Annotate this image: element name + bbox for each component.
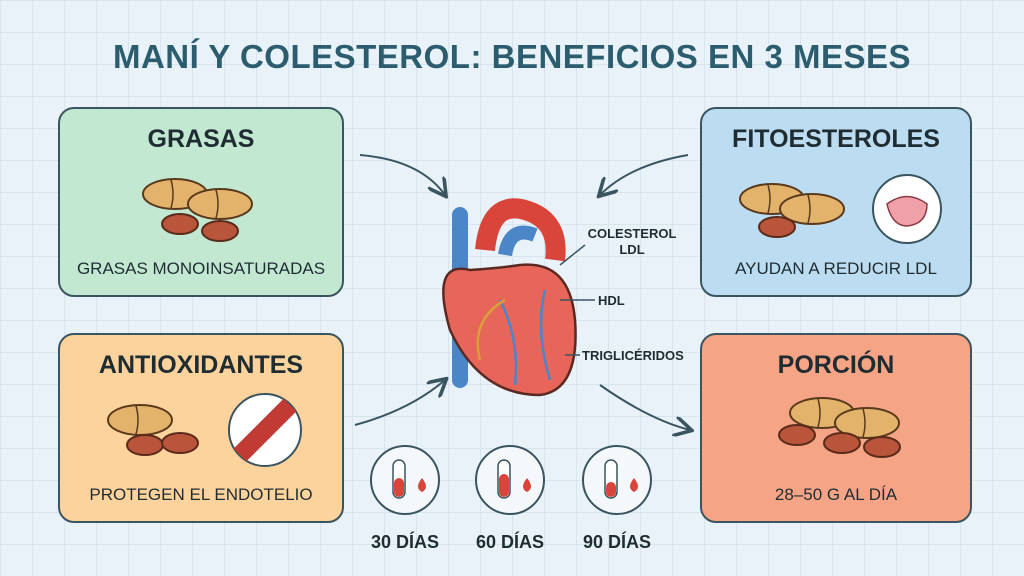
arrow <box>354 380 445 426</box>
arrow <box>359 154 445 195</box>
heart-label-line: LDL <box>619 242 645 257</box>
peanut-gut-illustration <box>739 174 942 244</box>
card: PORCIÓN 28–50 G AL DÍA <box>700 333 972 523</box>
timeline-label: 90 DÍAS <box>582 532 652 552</box>
peanut-vessel-illustration <box>107 393 302 467</box>
card-title: FITOESTEROLES <box>732 125 940 153</box>
card-title: PORCIÓN <box>777 351 895 379</box>
card: ANTIOXIDANTES PROTEGEN EL ENDOTELIO <box>58 333 344 523</box>
card: FITOESTEROLES AYUDAN A REDUCIR LDL <box>700 107 972 297</box>
card-text: AYUDAN A REDUCIR LDL <box>735 259 937 278</box>
arrow <box>600 154 689 195</box>
card-title: GRASAS <box>147 125 255 153</box>
timeline-label: 30 DÍAS <box>370 532 440 552</box>
heart <box>442 198 577 397</box>
timeline-label: 60 DÍAS <box>475 532 545 552</box>
card-title: ANTIOXIDANTES <box>98 351 304 379</box>
page-title: MANÍ Y COLESTEROL: BENEFICIOS EN 3 MESES <box>112 38 912 75</box>
card-text: 28–50 G AL DÍA <box>774 485 898 504</box>
heart-label: COLESTEROL LDL <box>582 226 682 258</box>
pointer-line <box>559 244 586 266</box>
heart-label-line: COLESTEROL <box>587 226 677 241</box>
card-text: GRASAS MONOINSATURADAS <box>76 259 326 278</box>
heart-label: HDL <box>598 293 625 308</box>
arrow <box>599 384 690 430</box>
card: GRASAS GRASAS MONOINSATURADAS <box>58 107 344 297</box>
blood-test-icons <box>370 445 652 515</box>
heart-label: TRIGLICÉRIDOS <box>582 348 684 363</box>
card-text: PROTEGEN EL ENDOTELIO <box>89 485 313 504</box>
